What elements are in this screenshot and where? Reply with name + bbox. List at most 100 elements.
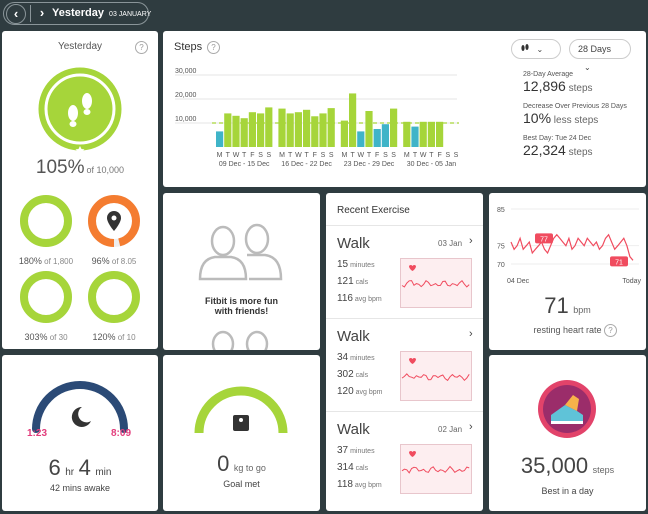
top-nav-bar: ‹ › Yesterday 03 JANUARY — [0, 0, 648, 27]
badge-card: 35,000 steps Best in a day — [489, 355, 646, 511]
help-icon[interactable]: ? — [604, 324, 617, 337]
stat-value: 37 — [337, 445, 349, 456]
stairs-icon — [105, 287, 124, 307]
weight-value: 0 — [217, 451, 230, 476]
mini-goal-ring — [88, 195, 140, 247]
step-bar — [286, 113, 294, 147]
day-label: T — [304, 152, 309, 159]
step-bar — [349, 93, 357, 147]
friends-text-2: with friends! — [214, 306, 269, 316]
stat-unit: cals — [353, 372, 369, 379]
step-bar — [436, 121, 444, 147]
help-icon[interactable]: ? — [207, 41, 220, 54]
exercise-stat: 118 avg bpm — [337, 479, 382, 490]
exercise-stat: 314 cals — [337, 462, 368, 473]
step-bar — [240, 118, 248, 147]
step-bar — [340, 120, 348, 147]
exercise-item[interactable]: Walk 02 Jan › 37 minutes 314 cals 118 avg bpm — [326, 411, 483, 501]
chevron-right-icon[interactable]: › — [469, 421, 473, 433]
sleep-awake: 42 mins awake — [49, 483, 111, 493]
next-day-button[interactable]: › — [32, 4, 52, 24]
weight-card: 0 kg to go Goal met — [163, 355, 320, 511]
sleep-end-time: 8:09 — [111, 428, 132, 439]
heart-rate-sparkline — [400, 258, 472, 308]
chevron-right-icon[interactable]: › — [469, 235, 473, 247]
heart-rate-card: 85 75 70 77 71 04 Dec Today 71 bpm resting hea… — [489, 193, 646, 350]
exercise-name: Walk — [337, 235, 370, 252]
weight-unit: kg to go — [233, 463, 266, 473]
percent-goal: of 10,000 — [86, 165, 125, 175]
day-label: S — [454, 152, 459, 159]
stat-unit: steps — [565, 83, 593, 94]
day-label: S — [329, 152, 334, 159]
mini-goal-label: 303% of 30 — [11, 332, 81, 342]
activity-type-dropdown[interactable]: ⌄ — [511, 39, 561, 59]
chevron-left-icon: ‹ — [13, 6, 19, 21]
day-label: T — [288, 152, 293, 159]
y-tick-label: 75 — [497, 244, 505, 251]
stat-value: 12,896 — [523, 78, 566, 94]
x-axis-start: 04 Dec — [507, 278, 530, 285]
stat-unit: minutes — [348, 355, 375, 362]
mini-goal-flame[interactable]: 180% of 1,800 — [18, 193, 74, 266]
exercise-stat: 116 avg bpm — [337, 293, 382, 304]
hr-value: 71 — [544, 293, 569, 318]
badge-unit: steps — [592, 465, 615, 475]
sleep-start-time: 1:23 — [27, 428, 48, 439]
date-range-dropdown[interactable]: 28 Days ⌄ — [569, 39, 631, 72]
step-bar — [311, 116, 319, 147]
stat-value-row: 22,324 steps — [523, 142, 643, 158]
previous-day-button[interactable]: ‹ — [6, 4, 26, 24]
footprints-icon — [68, 93, 92, 127]
exercise-item[interactable]: Walk 03 Jan › 15 minutes 121 cals 116 avg bpm — [326, 225, 483, 315]
steps-stat: Best Day: Tue 24 Dec 22,324 steps — [523, 135, 643, 158]
badge-value: 35,000 steps — [489, 453, 646, 479]
stat-value: 314 — [337, 462, 354, 473]
step-bar — [411, 126, 419, 147]
stat-value: 34 — [337, 352, 349, 363]
week-label: 30 Dec - 05 Jan — [407, 161, 457, 168]
date-text: 03 JANUARY — [109, 11, 152, 18]
mini-goal-stairs[interactable]: 120% of 10 — [86, 269, 142, 342]
steps-card: Steps ? ⌄ 28 Days ⌄ 30,000 20,000 10,000 M T… — [163, 31, 646, 187]
exercise-stat: 120 avg bpm — [337, 386, 382, 397]
stat-value-row: 10% less steps — [523, 110, 643, 126]
help-icon[interactable]: ? — [135, 41, 148, 54]
day-label: T — [413, 152, 418, 159]
day-label: F — [313, 152, 317, 159]
hr-high-label: 77 — [540, 236, 548, 243]
day-label: M — [217, 152, 223, 159]
chevron-right-icon: › — [39, 5, 45, 20]
mini-goal-bolt[interactable]: 303% of 30 — [18, 269, 74, 342]
exercise-item[interactable]: Walk › 34 minutes 302 cals 120 avg bpm — [326, 318, 483, 408]
bolt-icon — [40, 285, 52, 309]
stat-value: 10% — [523, 110, 552, 126]
mini-goal-label: 180% of 1,800 — [11, 256, 81, 266]
exercise-stat: 37 minutes — [337, 445, 375, 456]
day-label: S — [321, 152, 326, 159]
day-label: W — [420, 152, 427, 159]
mini-goal-ring — [20, 271, 72, 323]
y-tick-label: 30,000 — [175, 68, 197, 75]
exercise-date: 03 Jan — [438, 239, 463, 248]
sleep-card: 1:23 8:09 6 hr 4 min 42 mins awake — [2, 355, 158, 511]
step-bar — [357, 131, 365, 147]
step-bar — [427, 121, 435, 147]
sleep-arc — [32, 381, 128, 433]
sneaker-badge-icon — [538, 380, 596, 438]
stat-value: 118 — [337, 479, 353, 490]
step-bar — [381, 124, 389, 147]
heart-icon — [409, 264, 416, 271]
mini-goal-ring — [88, 271, 140, 323]
exercise-date: 02 Jan — [438, 425, 463, 434]
stat-value-row: 12,896 steps — [523, 78, 643, 94]
chevron-right-icon[interactable]: › — [469, 328, 473, 340]
day-label: T — [242, 152, 247, 159]
day-label: T — [226, 152, 231, 159]
mini-goal-value: 180% — [18, 256, 42, 266]
day-label: W — [295, 152, 302, 159]
stat-unit: avg bpm — [352, 296, 382, 303]
sleep-hours-unit: hr — [65, 467, 75, 478]
hr-label-row: resting heart rate — [489, 325, 646, 335]
mini-goal-location-pin[interactable]: 96% of 8.05 — [86, 193, 142, 266]
